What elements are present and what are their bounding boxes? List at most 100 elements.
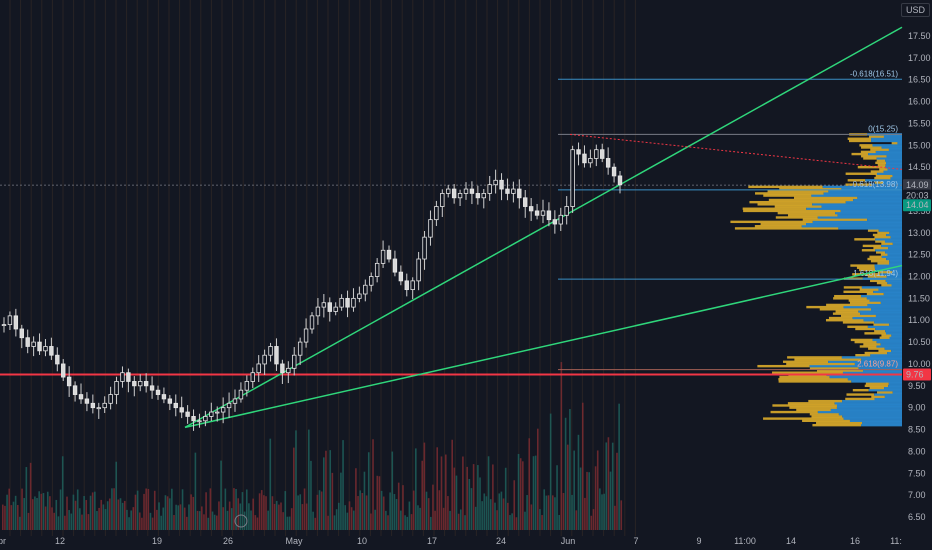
volume-bar	[581, 402, 584, 530]
candle-body	[517, 188, 522, 199]
volume-bar	[218, 501, 220, 530]
candle-body	[250, 372, 255, 382]
volume-bar	[258, 493, 261, 530]
volume-profile-blue	[885, 165, 902, 169]
candle-body	[102, 402, 107, 409]
volume-bar	[474, 506, 477, 530]
volume-profile-yellow	[794, 358, 862, 361]
volume-profile-yellow	[772, 404, 837, 407]
candle-body	[43, 346, 48, 352]
volume-bar	[25, 467, 28, 530]
volume-bar	[543, 489, 546, 530]
volume-bar	[492, 464, 494, 530]
volume-bar	[575, 510, 578, 530]
fib-label: -0.618(16.51)	[850, 69, 898, 78]
volume-profile-blue	[868, 388, 902, 392]
volume-bar	[173, 515, 175, 530]
volume-bar	[494, 502, 496, 530]
volume-bar	[286, 516, 289, 530]
volume-bar	[365, 495, 368, 530]
volume-profile-yellow	[877, 391, 893, 394]
y-tick-label: 13.00	[908, 228, 931, 238]
y-tick-label: 6.50	[908, 512, 926, 522]
volume-bar	[53, 512, 55, 530]
volume-profile-yellow	[881, 334, 892, 337]
volume-profile-blue	[876, 172, 902, 175]
volume-profile-blue	[875, 314, 902, 318]
volume-bar	[263, 495, 265, 530]
volume-profile-yellow	[842, 321, 875, 324]
volume-profile-blue	[811, 194, 902, 197]
candle-body	[499, 179, 504, 190]
volume-bar	[607, 437, 610, 530]
candle-body	[315, 306, 321, 317]
volume-bar	[596, 450, 599, 530]
volume-bar	[205, 492, 207, 530]
volume-bar	[164, 495, 167, 530]
volume-bar	[395, 499, 398, 530]
candle-body	[327, 302, 332, 312]
candle-body	[303, 328, 309, 343]
volume-bar	[89, 495, 92, 530]
volume-bar	[599, 488, 601, 530]
volume-profile-yellow	[863, 343, 881, 346]
volume-profile-blue	[812, 203, 902, 206]
volume-bar	[370, 513, 372, 530]
volume-profile-yellow	[770, 410, 818, 414]
time-axis[interactable]: pr 12 19 26 May 10 17 24 Jun 7 9 11:00 14 16 11:	[0, 536, 902, 546]
volume-bar	[55, 499, 58, 530]
candle-body	[209, 411, 214, 417]
volume-profile-blue	[889, 336, 902, 339]
volume-bar	[556, 465, 558, 530]
volume-bar	[468, 478, 471, 530]
candle-body	[61, 363, 66, 378]
candle-body	[238, 389, 244, 400]
candle-body	[416, 258, 421, 282]
volume-profile-yellow	[848, 299, 870, 302]
volume-profile-blue	[891, 334, 902, 337]
volume-profile-blue	[817, 216, 902, 219]
volume-profile-blue	[852, 316, 902, 320]
events-icon[interactable]	[234, 514, 248, 528]
volume-bar	[308, 429, 310, 530]
volume-bar	[451, 439, 453, 530]
drawing-lines[interactable]	[0, 26, 903, 429]
volume-bar	[421, 460, 424, 530]
volume-bar	[243, 511, 246, 530]
volume-profile-blue	[883, 292, 902, 296]
candle-body	[197, 420, 202, 423]
volume-bar	[299, 494, 302, 530]
volume-bar	[425, 491, 428, 530]
volume-profile-blue	[867, 303, 902, 307]
fib-label: 1.618(11.94)	[853, 269, 898, 278]
candle-body	[203, 416, 208, 422]
volume-profile-blue	[871, 183, 902, 186]
y-tick-label: 16.50	[908, 75, 931, 85]
candle-body	[220, 407, 226, 413]
volume-bar	[117, 499, 120, 530]
candle-body	[7, 315, 13, 326]
price-tag-text: 9.76	[906, 369, 924, 379]
volume-bar	[558, 514, 560, 530]
candle-body	[215, 411, 220, 414]
candle-body	[49, 346, 54, 356]
candle-body	[422, 236, 427, 260]
volume-profile-yellow	[857, 165, 886, 169]
volume-bar	[66, 496, 68, 530]
currency-label[interactable]: USD	[900, 3, 930, 17]
candle-body	[511, 188, 516, 194]
volume-profile-blue	[875, 150, 902, 154]
volume-bar	[59, 489, 62, 530]
volume-bar	[34, 496, 36, 530]
volume-profile-yellow	[845, 397, 875, 401]
y-tick-label: 8.00	[908, 446, 926, 456]
volume-profile-blue	[821, 205, 902, 208]
volume-bar	[224, 488, 227, 530]
volume-profile-yellow	[749, 200, 846, 204]
volume-profile-yellow	[854, 238, 876, 241]
price-tag-text: 14.09	[906, 180, 929, 190]
volume-profile-yellow	[867, 257, 887, 261]
volume-profile-yellow	[806, 305, 844, 309]
volume-profile-yellow	[763, 417, 844, 420]
